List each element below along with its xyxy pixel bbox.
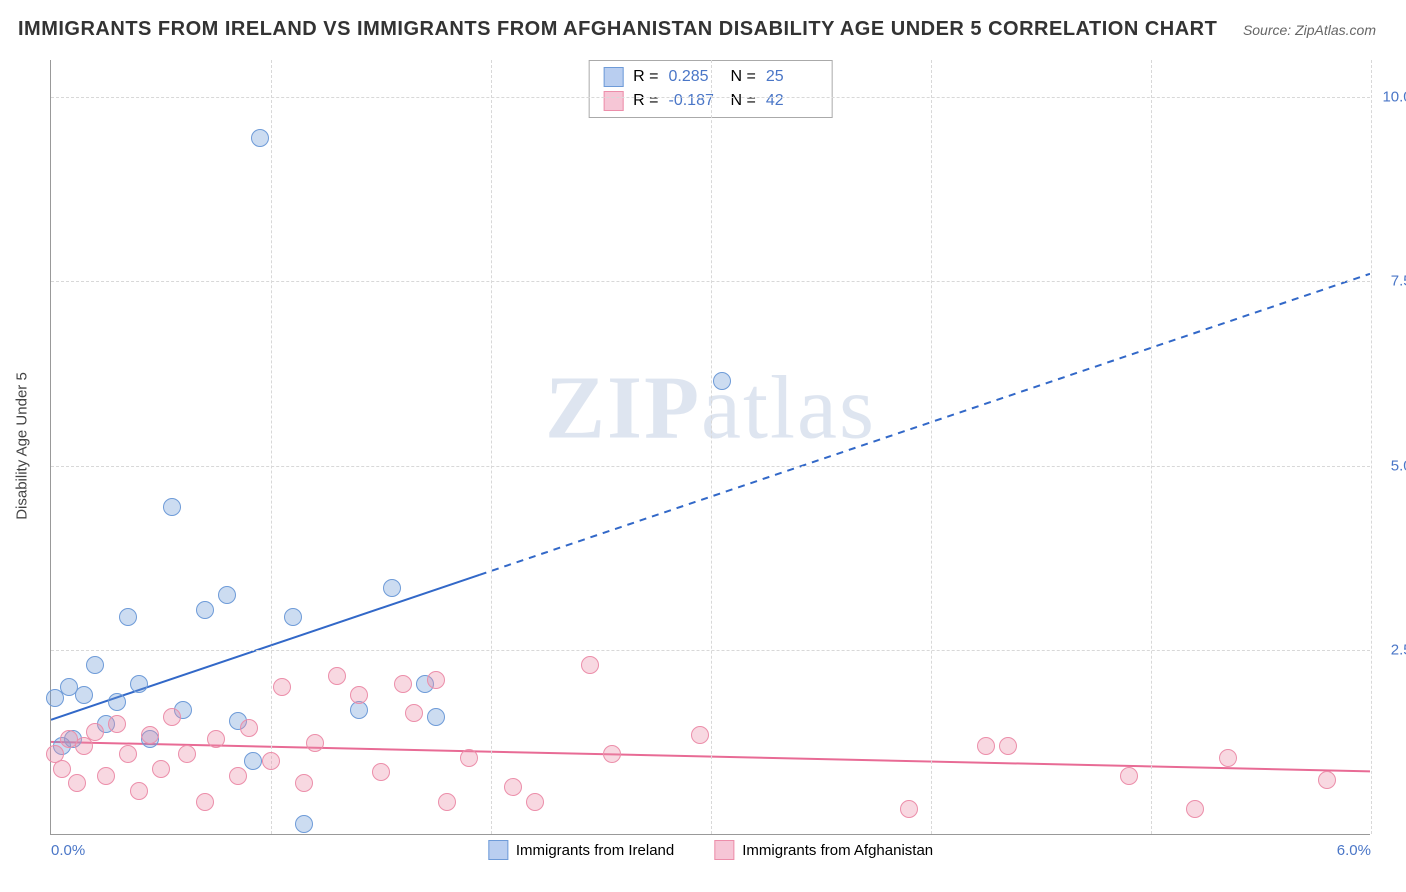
marker-ireland [196,601,214,619]
stats-r-label: R = [633,89,658,113]
marker-afghanistan [130,782,148,800]
marker-afghanistan [372,763,390,781]
ytick-label: 5.0% [1391,457,1406,474]
marker-afghanistan [273,678,291,696]
marker-afghanistan [1186,800,1204,818]
marker-afghanistan [196,793,214,811]
marker-afghanistan [229,767,247,785]
legend-label-ireland: Immigrants from Ireland [516,842,674,859]
marker-afghanistan [306,734,324,752]
marker-afghanistan [295,774,313,792]
ytick-label: 7.5% [1391,273,1406,290]
marker-ireland [108,693,126,711]
ytick-label: 10.0% [1382,88,1406,105]
xtick-label: 0.0% [51,842,85,859]
marker-afghanistan [405,704,423,722]
marker-afghanistan [53,760,71,778]
stats-n-label: N = [731,65,756,89]
trendline-dashed-ireland [480,274,1370,575]
marker-afghanistan [394,675,412,693]
marker-afghanistan [178,745,196,763]
plot-area: ZIPatlas R =0.285N =25R =-0.187N =42 Imm… [50,60,1370,835]
gridline-v [1151,60,1152,834]
marker-afghanistan [504,778,522,796]
marker-ireland [383,579,401,597]
marker-afghanistan [68,774,86,792]
marker-afghanistan [207,730,225,748]
marker-afghanistan [1219,749,1237,767]
marker-afghanistan [427,671,445,689]
legend-item-afghanistan: Immigrants from Afghanistan [714,840,933,860]
gridline-v [931,60,932,834]
marker-afghanistan [97,767,115,785]
gridline-v [711,60,712,834]
marker-afghanistan [1318,771,1336,789]
marker-afghanistan [141,726,159,744]
legend-swatch-afghanistan [714,840,734,860]
marker-afghanistan [75,737,93,755]
marker-ireland [244,752,262,770]
gridline-v [491,60,492,834]
marker-afghanistan [108,715,126,733]
marker-afghanistan [460,749,478,767]
bottom-legend: Immigrants from Ireland Immigrants from A… [488,840,933,860]
gridline-v [271,60,272,834]
marker-afghanistan [262,752,280,770]
marker-ireland [218,586,236,604]
stats-r-value-afghanistan: -0.187 [669,89,721,113]
stats-n-value-afghanistan: 42 [766,89,818,113]
marker-ireland [251,129,269,147]
xtick-label: 6.0% [1337,842,1371,859]
marker-afghanistan [526,793,544,811]
marker-afghanistan [152,760,170,778]
marker-afghanistan [438,793,456,811]
marker-ireland [119,608,137,626]
y-axis-label: Disability Age Under 5 [14,372,31,520]
marker-ireland [75,686,93,704]
stats-r-label: R = [633,65,658,89]
marker-afghanistan [240,719,258,737]
source-label: Source: ZipAtlas.com [1243,22,1376,38]
marker-ireland [427,708,445,726]
marker-ireland [295,815,313,833]
stats-r-value-ireland: 0.285 [669,65,721,89]
marker-ireland [130,675,148,693]
legend-swatch-ireland [488,840,508,860]
marker-afghanistan [1120,767,1138,785]
legend-item-ireland: Immigrants from Ireland [488,840,674,860]
marker-afghanistan [581,656,599,674]
marker-afghanistan [900,800,918,818]
marker-ireland [713,372,731,390]
marker-ireland [163,498,181,516]
marker-ireland [86,656,104,674]
marker-afghanistan [328,667,346,685]
watermark-zip: ZIP [545,359,701,458]
marker-afghanistan [86,723,104,741]
chart-title: IMMIGRANTS FROM IRELAND VS IMMIGRANTS FR… [18,18,1217,41]
marker-ireland [284,608,302,626]
marker-afghanistan [977,737,995,755]
ytick-label: 2.5% [1391,642,1406,659]
marker-afghanistan [691,726,709,744]
stats-n-label: N = [731,89,756,113]
stats-swatch-ireland [603,67,623,87]
legend-label-afghanistan: Immigrants from Afghanistan [742,842,933,859]
marker-afghanistan [119,745,137,763]
marker-afghanistan [163,708,181,726]
marker-afghanistan [350,686,368,704]
stats-n-value-ireland: 25 [766,65,818,89]
stats-swatch-afghanistan [603,91,623,111]
marker-afghanistan [999,737,1017,755]
gridline-v [1371,60,1372,834]
marker-afghanistan [603,745,621,763]
